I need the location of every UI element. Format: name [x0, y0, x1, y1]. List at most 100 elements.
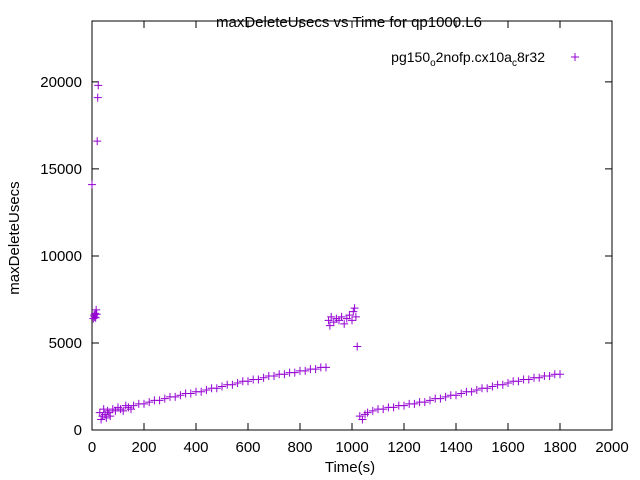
legend: pg150o2nofp.cx10ac8r32: [391, 49, 579, 69]
data-point: [91, 309, 100, 318]
data-point: [535, 373, 544, 382]
plot-frame: [91, 20, 613, 431]
data-point: [504, 379, 512, 388]
data-point: [348, 316, 356, 325]
data-point: [93, 93, 102, 102]
data-point: [327, 312, 336, 321]
y-axis: 0 5000 10000 15000 20000: [40, 74, 612, 439]
data-point: [88, 180, 96, 189]
data-point: [345, 311, 354, 320]
x-tick-label: 1400: [439, 439, 472, 456]
data-point: [322, 363, 330, 372]
data-point: [389, 403, 398, 412]
data-point: [270, 372, 278, 381]
data-point: [94, 81, 103, 90]
data-point: [145, 398, 154, 407]
data-point: [244, 377, 252, 386]
x-tick-label: 1200: [387, 439, 420, 456]
y-tick-label: 15000: [40, 161, 82, 178]
data-point: [106, 412, 115, 421]
plot-area-border: [91, 20, 613, 431]
legend-label-part: pg150: [391, 49, 430, 65]
data-point: [218, 382, 226, 391]
data-point: [358, 415, 367, 424]
data-point: [92, 310, 101, 319]
data-point: [472, 385, 481, 394]
data-point: [498, 380, 507, 389]
y-tick-label: 0: [74, 422, 82, 439]
legend-label-part: 8r32: [517, 49, 545, 65]
legend-label-subscript: c: [512, 58, 517, 69]
data-point: [436, 394, 445, 403]
data-point: [102, 413, 111, 422]
data-point: [337, 312, 346, 321]
data-point: [351, 312, 360, 321]
series-markers: [88, 81, 564, 424]
data-point: [426, 396, 434, 405]
x-tick-label: 1800: [543, 439, 576, 456]
data-point: [483, 384, 492, 393]
x-tick-label: 2000: [595, 439, 628, 456]
x-tick-label: 200: [131, 439, 156, 456]
legend-entry-label: pg150o2nofp.cx10ac8r32: [391, 49, 545, 69]
data-point: [92, 305, 101, 314]
data-point: [290, 368, 299, 377]
data-point: [349, 307, 358, 316]
data-point: [254, 375, 263, 384]
data-point: [311, 365, 320, 374]
data-point: [176, 391, 185, 400]
data-point: [155, 396, 164, 405]
data-point: [524, 375, 533, 384]
data-point: [325, 321, 334, 330]
legend-marker: [571, 53, 579, 61]
data-point: [452, 391, 460, 400]
data-point: [488, 382, 497, 391]
x-axis: 0 200 400 600 800 1000 1200 1400 1600 1800 2000: [88, 21, 629, 456]
y-tick-label: 20000: [40, 74, 82, 91]
data-point: [171, 392, 180, 401]
data-point: [280, 370, 289, 379]
data-point: [350, 304, 359, 313]
x-tick-label: 0: [88, 439, 96, 456]
data-point: [212, 384, 221, 393]
data-point: [104, 408, 113, 417]
data-point: [410, 399, 419, 408]
data-point: [160, 394, 169, 403]
x-tick-label: 1600: [491, 439, 524, 456]
chart-title: maxDeleteUsecs vs Time for qp1000.L6: [216, 14, 482, 31]
data-point: [340, 319, 349, 328]
x-axis-label: Time(s): [325, 459, 375, 476]
data-point: [457, 389, 466, 398]
data-point: [97, 415, 106, 424]
data-point: [400, 401, 408, 410]
data-point: [363, 408, 372, 417]
data-point: [129, 401, 138, 410]
data-point: [556, 370, 564, 379]
legend-label-subscript: o: [430, 58, 436, 69]
data-point: [103, 406, 112, 415]
y-axis-label: maxDeleteUsecs: [6, 181, 23, 294]
data-point: [186, 389, 195, 398]
data-point: [368, 406, 377, 415]
data-point: [259, 373, 268, 382]
data-point: [140, 399, 148, 408]
y-tick-label: 10000: [40, 248, 82, 265]
data-point: [545, 372, 554, 381]
y-tick-label: 5000: [49, 335, 82, 352]
data-point: [202, 385, 211, 394]
data-point: [514, 377, 523, 386]
data-point: [228, 380, 237, 389]
data-point: [379, 405, 388, 414]
data-point: [197, 387, 206, 396]
x-tick-label: 1000: [335, 439, 368, 456]
data-point: [441, 392, 450, 401]
data-point: [91, 313, 100, 322]
x-tick-label: 400: [183, 439, 208, 456]
data-point: [119, 406, 128, 415]
data-point: [467, 387, 476, 396]
data-point: [353, 342, 362, 351]
data-point: [301, 366, 310, 375]
data-point: [93, 137, 102, 146]
data-point: [420, 398, 429, 407]
